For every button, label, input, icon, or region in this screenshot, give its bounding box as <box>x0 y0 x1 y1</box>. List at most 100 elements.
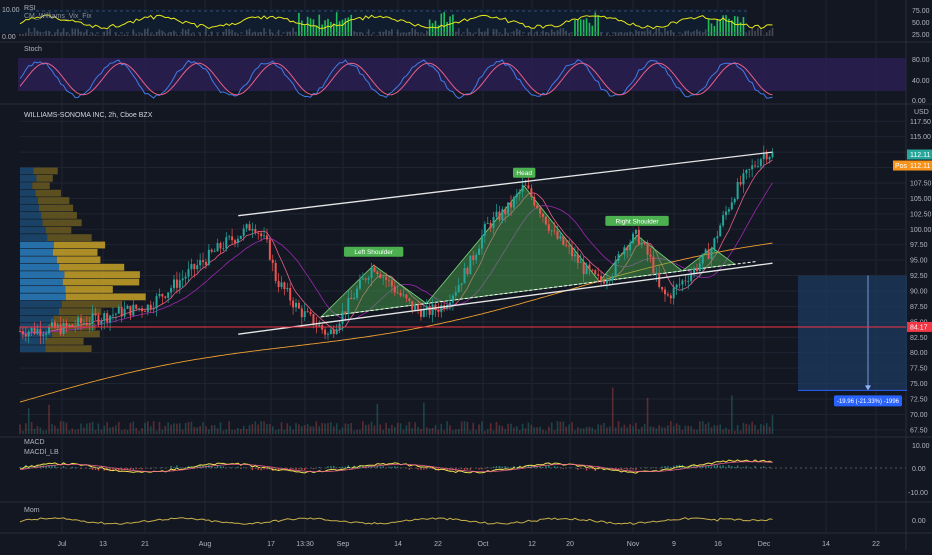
volume-bar <box>647 398 649 434</box>
volume-bar <box>690 426 692 434</box>
candle-body <box>655 273 657 274</box>
candle-body <box>295 303 297 307</box>
candle-body <box>257 233 259 234</box>
volume-bar <box>667 425 669 434</box>
volume-bar <box>467 422 469 434</box>
volume-bar <box>391 425 393 434</box>
vix-fix-bar <box>583 20 585 36</box>
volume-bar <box>159 422 161 434</box>
volume-bar <box>493 431 495 434</box>
volume-bar <box>130 423 132 434</box>
short-target-box[interactable]: -19.96 (-21.33%) -1996 <box>798 276 907 407</box>
vix-fix-bar <box>316 25 318 36</box>
candle-body <box>618 254 620 260</box>
volume-profile-sell <box>38 197 69 204</box>
volume-bar <box>356 430 358 434</box>
vix-fix-bar <box>286 32 288 36</box>
volume-bar <box>409 422 411 434</box>
volume-bar <box>586 427 588 434</box>
volume-bar <box>725 428 727 434</box>
volume-bar <box>501 426 503 434</box>
volume-bar <box>179 423 181 434</box>
volume-bar <box>565 427 567 434</box>
candle-body <box>164 296 166 297</box>
volume-bar <box>705 424 707 434</box>
vix-fix-bar <box>411 28 413 36</box>
vix-fix-bar <box>57 29 59 36</box>
vix-fix-bar <box>336 12 338 36</box>
volume-bar <box>45 431 47 434</box>
candle-body <box>757 166 759 167</box>
volume-bar <box>243 426 245 434</box>
vix-fix-bar <box>77 29 79 36</box>
macd-hist-bar <box>237 467 238 468</box>
vix-fix-bar <box>574 20 576 36</box>
vix-fix-bar <box>266 35 268 36</box>
macd-pane[interactable]: MACD MACDl_LB 10.00 0.00 -10.00 <box>19 439 929 497</box>
volume-bar <box>487 429 489 434</box>
volume-bar <box>69 431 71 434</box>
candle-body <box>504 209 506 214</box>
vix-fix-bar <box>539 35 541 36</box>
candle-body <box>263 236 265 237</box>
vix-fix-bar <box>74 29 76 36</box>
candle-body <box>388 280 390 281</box>
candle-body <box>115 314 117 315</box>
candle-body <box>103 313 105 321</box>
vix-fix-bar <box>269 29 271 36</box>
volume-bar <box>403 430 405 434</box>
volume-bar <box>589 427 591 434</box>
vix-fix-bar <box>435 21 437 36</box>
volume-bar <box>388 428 390 434</box>
stoch-pane[interactable]: Stoch 80.00 40.00 0.00 <box>18 46 930 105</box>
macd-hist-bar <box>298 468 299 469</box>
time-label-7: 14 <box>394 541 402 548</box>
rsi-tick-75: 75.00 <box>912 8 930 15</box>
volume-bar <box>638 429 640 434</box>
volume-profile-buy <box>20 168 34 175</box>
vix-fix-bar <box>624 34 626 36</box>
volume-bar <box>664 428 666 434</box>
volume-bar <box>153 421 155 434</box>
volume-bar <box>214 425 216 434</box>
price-tick-10: 92.50 <box>910 273 928 280</box>
vix-fix-bar <box>391 29 393 36</box>
volume-bar <box>301 426 303 434</box>
candle-body <box>437 310 439 312</box>
support-tag-label: 84.17 <box>910 324 928 331</box>
candle-body <box>574 254 576 256</box>
momentum-pane[interactable]: Mom 0.00 <box>20 507 926 525</box>
candle-body <box>182 278 184 280</box>
price-pane[interactable]: -19.96 (-21.33%) -1996 Left ShoulderHead… <box>19 109 932 434</box>
candle-body <box>684 281 686 282</box>
volume-bar <box>449 425 451 434</box>
time-label-8: 22 <box>434 541 442 548</box>
price-tick-11: 90.00 <box>910 288 928 295</box>
candle-body <box>228 236 230 237</box>
macd-hist-bar <box>327 466 328 468</box>
macd-hist-bar <box>722 465 723 468</box>
candle-body <box>591 270 593 271</box>
volume-profile-sell <box>34 168 58 175</box>
volume-bar <box>432 428 434 434</box>
macd-label: MACD <box>24 439 45 446</box>
volume-bar <box>217 428 219 434</box>
rsi-pane[interactable]: RSI CM_Williams_Vix_Fix 10.00 0.00 75.00… <box>0 5 930 41</box>
vix-fix-bar <box>263 28 265 36</box>
volume-bar <box>272 426 274 434</box>
macd-hist-bar <box>763 466 764 468</box>
volume-bar <box>74 430 76 434</box>
volume-bar <box>48 405 50 434</box>
candle-body <box>45 334 47 335</box>
volume-bar <box>687 426 689 434</box>
candle-body <box>635 230 637 234</box>
vix-fix-bar <box>98 35 100 36</box>
candle-body <box>481 236 483 249</box>
volume-bar <box>246 429 248 434</box>
macd-hist-bar <box>557 467 558 468</box>
candle-body <box>478 249 480 255</box>
vix-fix-bar <box>304 25 306 36</box>
